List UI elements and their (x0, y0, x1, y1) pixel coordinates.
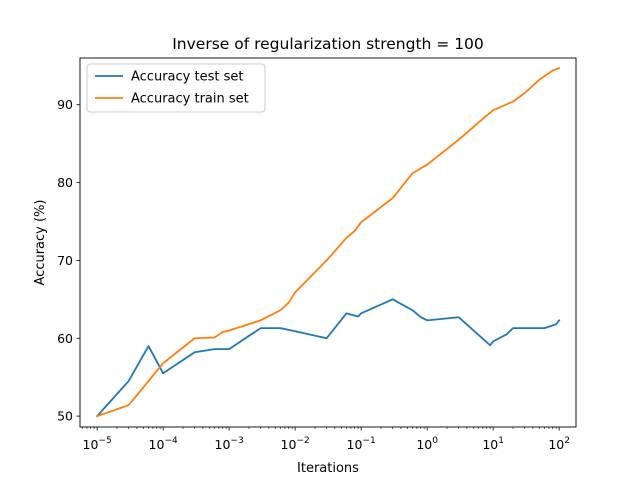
legend-label-test: Accuracy test set (131, 70, 243, 85)
y-tick-label: 50 (57, 409, 73, 424)
chart-title: Inverse of regularization strength = 100 (172, 35, 484, 53)
y-tick-label: 90 (57, 97, 73, 112)
x-tick-label: 10−3 (215, 436, 244, 452)
y-tick-label: 70 (57, 253, 73, 268)
x-tick-label: 102 (548, 436, 570, 452)
x-tick-label: 10−2 (281, 436, 310, 452)
x-tick-label: 10−1 (347, 436, 376, 452)
y-axis-label: Accuracy (%) (33, 200, 48, 286)
series-line-test (95, 298, 561, 418)
legend-box (86, 63, 266, 113)
plot-area-frame (79, 57, 577, 428)
series-line-train (95, 66, 561, 418)
y-axis-ticks: 50 60 70 80 90 (57, 97, 80, 424)
x-tick-label: 100 (416, 436, 438, 452)
x-axis-label: Iterations (297, 461, 359, 476)
x-axis-ticks: 10−5 10−4 10−3 10−2 10−1 100 101 102 (82, 427, 570, 452)
x-tick-label: 10−4 (149, 436, 178, 452)
x-tick-label: 10−5 (83, 436, 112, 452)
y-tick-label: 80 (57, 175, 73, 190)
series-lines (95, 66, 561, 418)
legend-label-train: Accuracy train set (131, 92, 249, 107)
y-tick-label: 60 (57, 331, 73, 346)
legend: Accuracy test set Accuracy train set (86, 63, 266, 113)
x-tick-label: 101 (482, 436, 504, 452)
